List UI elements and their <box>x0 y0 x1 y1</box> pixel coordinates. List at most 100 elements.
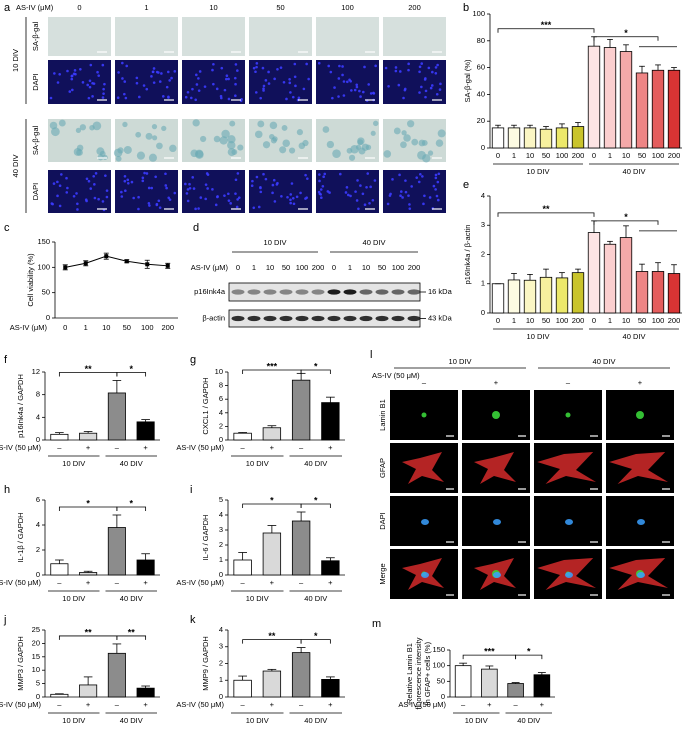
nucleus <box>424 89 428 93</box>
x-tick-label: 50 <box>542 151 550 160</box>
stain-spot <box>227 135 236 144</box>
band <box>311 289 325 295</box>
y-tick-label: 50 <box>42 288 50 297</box>
dapi-signal <box>421 519 429 525</box>
nucleus <box>203 85 207 88</box>
nucleus <box>365 186 368 189</box>
nucleus <box>348 78 351 82</box>
group-label: 10 DIV <box>527 332 550 341</box>
nucleus <box>123 175 127 178</box>
nucleus <box>259 186 262 190</box>
data-point <box>145 262 150 267</box>
bar <box>635 72 649 149</box>
y-tick-label: 8 <box>36 390 40 399</box>
nucleus <box>197 77 200 80</box>
y-tick-label: 15 <box>32 652 40 661</box>
y-axis-label: Cell viability (%) <box>26 253 35 307</box>
panel-letter: i <box>190 484 192 496</box>
x-tick-label: 50 <box>638 151 646 160</box>
x-tick-label: + <box>487 700 492 709</box>
nucleus <box>292 202 296 206</box>
nucleus <box>341 73 344 77</box>
bar <box>603 243 617 314</box>
nucleus <box>387 85 390 88</box>
nucleus <box>261 66 265 70</box>
nucleus <box>305 196 309 199</box>
band <box>359 289 373 295</box>
y-tick-label: 25 <box>32 625 40 634</box>
nucleus <box>369 92 373 95</box>
group-label: 10 DIV <box>527 167 550 176</box>
nucleus <box>137 207 140 211</box>
dose-label: 100 <box>296 263 309 272</box>
nucleus <box>255 62 259 65</box>
dose-label: 0 <box>77 3 81 12</box>
band <box>359 315 373 322</box>
stain-spot <box>97 154 104 161</box>
nucleus <box>434 66 438 69</box>
significance-bracket <box>497 28 595 33</box>
panel-letter: d <box>193 222 199 234</box>
x-axis-label: AS-IV (50 μM) <box>0 578 41 587</box>
x-tick-label: 10 <box>622 316 630 325</box>
stain-spot <box>282 139 290 147</box>
nucleus <box>267 82 271 85</box>
stain-spot <box>75 127 82 133</box>
nucleus <box>403 88 407 92</box>
x-tick-label: 1 <box>512 151 516 160</box>
nucleus <box>220 96 223 100</box>
nucleus <box>290 182 294 185</box>
nucleus <box>294 84 297 88</box>
x-tick-label: 200 <box>668 151 681 160</box>
stain-spot <box>229 120 236 127</box>
x-tick-label: + <box>143 700 148 709</box>
nucleus <box>328 191 331 194</box>
nucleus <box>257 205 261 209</box>
nucleus <box>388 194 392 197</box>
dose-label: 1 <box>144 3 148 12</box>
nucleus <box>132 196 135 200</box>
nucleus <box>404 179 407 182</box>
nucleus <box>407 68 410 72</box>
dapi-image <box>182 170 245 213</box>
y-tick-label: 0 <box>36 570 40 579</box>
dapi-image <box>383 170 446 213</box>
y-tick-label: 50 <box>437 676 445 685</box>
nucleus <box>168 198 172 201</box>
group-label: 40 DIV <box>120 459 143 468</box>
band-label: p16Ink4a <box>194 287 226 296</box>
condition-label: – <box>422 378 427 387</box>
nucleus <box>404 190 408 194</box>
stain-spot <box>169 144 177 153</box>
group-label: 40 DIV <box>11 155 20 178</box>
bar <box>667 69 681 149</box>
nucleus <box>123 92 126 96</box>
bar <box>539 276 553 314</box>
band <box>391 315 405 322</box>
data-point <box>63 265 68 270</box>
nucleus <box>397 83 401 87</box>
dose-label: 50 <box>276 3 284 12</box>
nucleus <box>434 173 438 177</box>
nucleus <box>323 172 327 176</box>
bar <box>481 668 498 698</box>
y-axis-label: MMP9 / GAPDH <box>201 636 210 691</box>
significance-label: * <box>270 495 274 505</box>
band <box>263 289 277 295</box>
stain-spot <box>417 150 426 160</box>
band <box>231 289 245 295</box>
nucleus <box>344 191 348 194</box>
nucleus <box>71 88 74 92</box>
x-tick-label: 10 <box>526 316 534 325</box>
channel-label: Lamin B1 <box>378 399 387 431</box>
x-tick-label: + <box>143 443 148 452</box>
nucleus <box>89 63 93 67</box>
stain-spot <box>102 154 108 160</box>
nucleus <box>359 95 362 98</box>
nucleus <box>289 193 293 196</box>
nucleus <box>342 80 346 83</box>
x-tick-label: – <box>241 700 246 709</box>
nucleus <box>291 95 295 99</box>
band <box>375 315 389 322</box>
nucleus <box>374 64 377 68</box>
